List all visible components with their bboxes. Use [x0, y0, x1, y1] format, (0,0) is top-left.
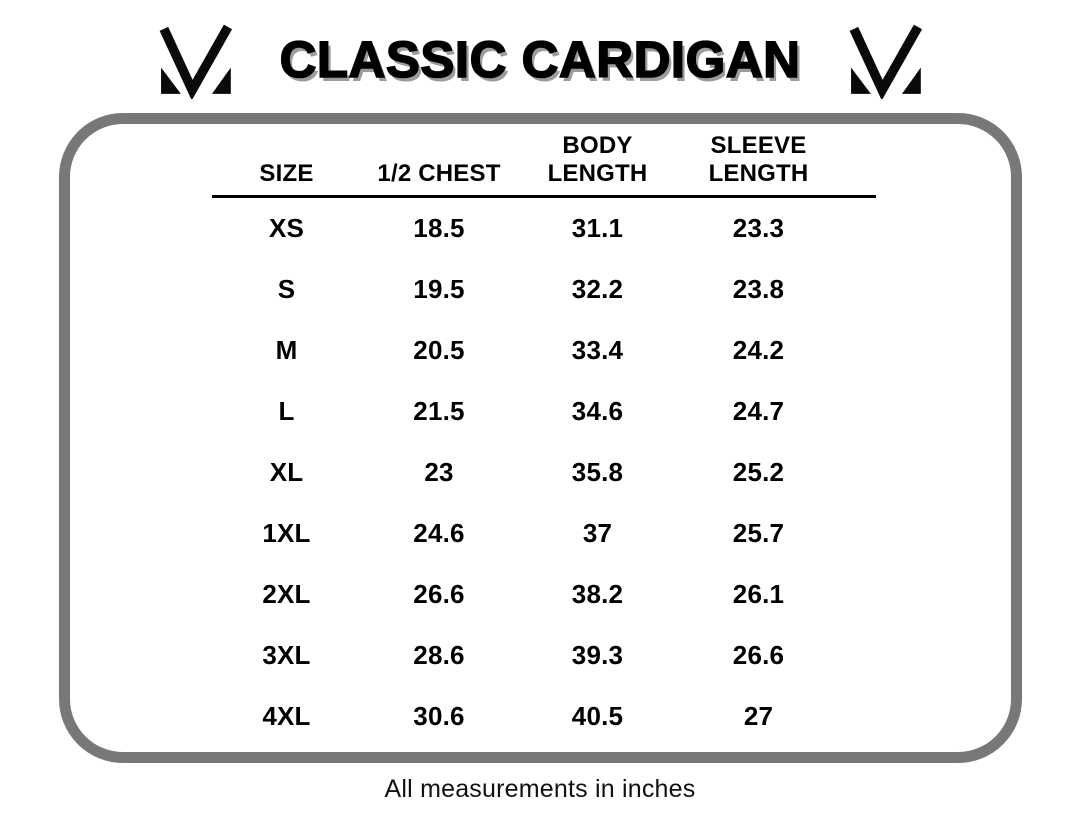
size-chart-panel: SIZE 1/2 CHEST BODY LENGTH SLEEVE LENGTH…: [58, 113, 1022, 763]
sleeve-length-cell: 25.2: [732, 456, 785, 487]
body-length-cell: 33.4: [571, 334, 624, 365]
half-chest-cell: 28.6: [413, 639, 465, 670]
size-cell: 2XL: [262, 578, 311, 609]
table-row: 3XL 28.6 39.3 26.6: [212, 625, 876, 686]
measurements-note: All measurements in inches: [384, 775, 696, 803]
body-length-cell: 37: [582, 517, 613, 548]
sleeve-length-cell: 23.8: [732, 273, 785, 304]
half-chest-cell: 24.6: [413, 517, 465, 548]
body-length-cell: 38.2: [571, 578, 624, 609]
sleeve-length-cell: 24.2: [732, 334, 785, 365]
size-cell: 3XL: [262, 639, 311, 670]
sleeve-length-cell: 24.7: [732, 395, 785, 426]
table-row: XL 23 35.8 25.2: [212, 442, 876, 503]
size-cell: XS: [268, 212, 305, 243]
body-length-cell: 35.8: [571, 456, 624, 487]
half-chest-cell: 30.6: [413, 700, 465, 731]
table-row: 2XL 26.6 38.2 26.1: [212, 564, 876, 625]
size-cell: M: [275, 334, 298, 365]
sleeve-length-cell: 23.3: [732, 212, 785, 243]
size-cell: 1XL: [262, 517, 311, 548]
column-header-body-length: BODY LENGTH: [547, 132, 648, 187]
sleeve-length-cell: 25.7: [732, 517, 785, 548]
header: CLASSIC CARDIGAN: [0, 0, 1080, 112]
half-chest-cell: 26.6: [413, 578, 465, 609]
size-cell: S: [277, 273, 296, 304]
body-length-cell: 31.1: [571, 212, 624, 243]
table-row: XS 18.5 31.1 23.3: [212, 198, 876, 259]
column-header-half-chest: 1/2 CHEST: [377, 159, 501, 187]
size-cell: XL: [269, 456, 304, 487]
sleeve-length-cell: 27: [743, 700, 774, 731]
half-chest-cell: 23: [424, 456, 454, 487]
half-chest-cell: 21.5: [413, 395, 465, 426]
table-header-row: SIZE 1/2 CHEST BODY LENGTH SLEEVE LENGTH: [211, 132, 876, 198]
sleeve-length-cell: 26.6: [732, 639, 785, 670]
body-length-cell: 40.5: [571, 700, 624, 731]
table-row: L 21.5 34.6 24.7: [212, 381, 876, 442]
sleeve-length-cell: 26.1: [732, 578, 785, 609]
column-header-sleeve-length: SLEEVE LENGTH: [708, 132, 809, 187]
body-length-cell: 34.6: [571, 395, 624, 426]
table-row: S 19.5 32.2 23.8: [212, 259, 876, 320]
body-length-cell: 32.2: [571, 273, 624, 304]
table-row: 1XL 24.6 37 25.7: [212, 503, 876, 564]
table-row: 4XL 30.6 40.5 27: [212, 686, 876, 747]
table-row: M 20.5 33.4 24.2: [212, 320, 876, 381]
half-chest-cell: 20.5: [413, 334, 465, 365]
half-chest-cell: 18.5: [413, 212, 465, 243]
size-table: SIZE 1/2 CHEST BODY LENGTH SLEEVE LENGTH…: [211, 132, 876, 747]
half-chest-cell: 19.5: [413, 273, 465, 304]
page-title: CLASSIC CARDIGAN: [279, 30, 801, 89]
table-body: XS 18.5 31.1 23.3 S 19.5 32.2 23.8 M 20.…: [212, 198, 876, 747]
body-length-cell: 39.3: [571, 639, 624, 670]
brand-m-logo-icon: [146, 19, 244, 99]
size-cell: 4XL: [262, 700, 311, 731]
column-header-size: SIZE: [259, 159, 314, 187]
size-cell: L: [278, 395, 295, 426]
brand-m-logo-icon: [836, 19, 934, 99]
